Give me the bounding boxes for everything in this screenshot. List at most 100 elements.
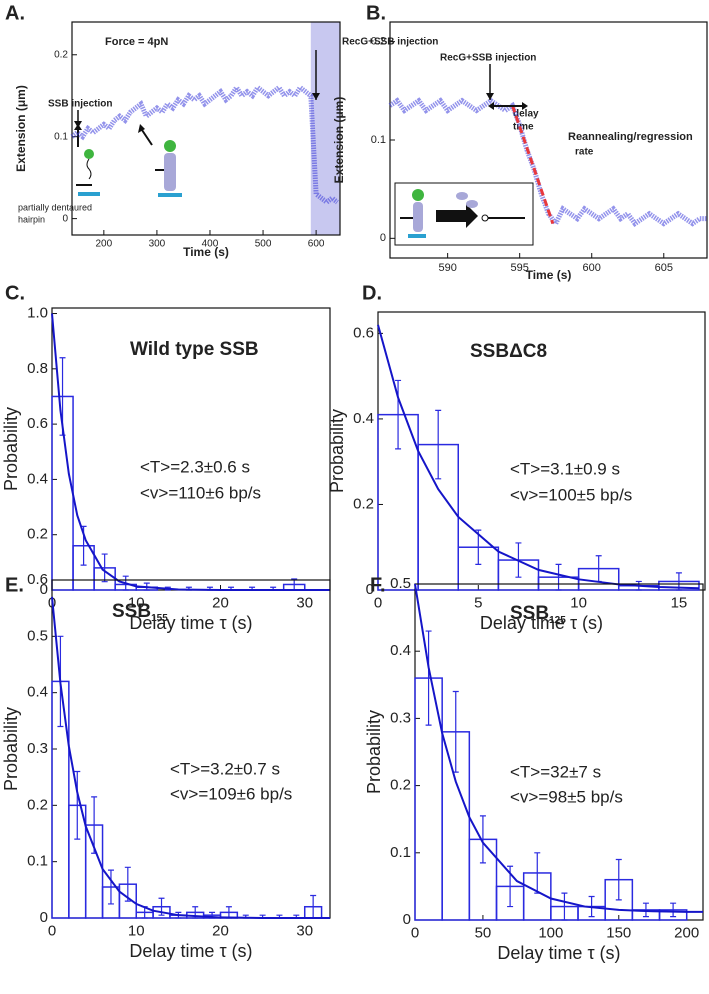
x-axis-label: Delay time τ (s) [480, 613, 603, 633]
bead [412, 189, 424, 201]
error-bar [642, 902, 649, 918]
panel-label: D. [362, 282, 382, 304]
y-axis-label: Probability [1, 407, 21, 491]
error-bar [670, 902, 677, 918]
annotation: <v>=100±5 bp/s [510, 485, 632, 504]
annotation: <v>=109±6 bp/s [170, 784, 292, 803]
panel-title: Wild type SSB [130, 339, 259, 360]
x-tick-label: 30 [296, 922, 313, 939]
fit-curve [377, 324, 700, 590]
x-tick-label: 200 [674, 924, 699, 941]
y-tick-label: 0.3 [390, 709, 411, 726]
annotation: delay [513, 109, 539, 120]
x-tick-label: 0 [374, 594, 382, 611]
annotation: hairpin [18, 214, 45, 224]
error-bar [395, 379, 402, 450]
y-tick-label: 0.1 [27, 853, 48, 870]
error-bar [615, 858, 622, 901]
y-tick-label: 0.5 [27, 627, 48, 644]
error-bar [74, 770, 81, 840]
annotation: Force = 4pN [105, 36, 168, 48]
x-tick-label: 150 [606, 924, 631, 941]
x-tick-label: 20 [212, 922, 229, 939]
bead [84, 149, 94, 159]
surface [158, 193, 182, 197]
title-subscript: 155 [151, 613, 168, 624]
y-tick-label: 0.3 [27, 740, 48, 757]
panel-label: E. [5, 574, 24, 596]
surface [408, 234, 426, 238]
y-tick-label: 0 [40, 581, 48, 598]
annotation: SSB injection [48, 99, 112, 110]
arrow-head [138, 124, 145, 133]
error-bar [555, 563, 562, 591]
y-axis-label: Probability [1, 707, 21, 791]
panel-title: SSB155 [112, 601, 168, 624]
y-tick-label: 0.2 [27, 796, 48, 813]
arrow-head [312, 93, 320, 100]
fit-curve [51, 596, 330, 919]
fit-curve [51, 313, 330, 591]
x-tick-label: 600 [583, 262, 601, 274]
annotation: <T>=32±7 s [510, 762, 601, 781]
annotation: <v>=98±5 bp/s [510, 787, 623, 806]
x-tick-label: 605 [655, 262, 673, 274]
x-axis-label: Time (s) [526, 268, 572, 282]
panel-title: SSBΔC8 [470, 341, 547, 362]
y-tick-label: 0.2 [27, 526, 48, 543]
inset-a [74, 124, 182, 197]
title-text: Wild type SSB [130, 339, 259, 360]
panel-label: B. [366, 2, 386, 24]
error-bar [479, 815, 486, 864]
annotation: RecG+SSB injection [440, 53, 536, 64]
x-tick-label: 200 [95, 239, 112, 250]
y-tick-label: 0 [366, 581, 374, 598]
y-tick-label: 0.8 [27, 360, 48, 377]
x-tick-label: 20 [212, 594, 229, 611]
fit-curve [414, 583, 703, 913]
x-tick-label: 15 [671, 594, 688, 611]
trace [70, 82, 339, 206]
x-tick-label: 10 [128, 594, 145, 611]
annotation: partially dentaured [18, 202, 92, 212]
y-tick-label: 0.1 [54, 131, 68, 142]
y-tick-label: 1.0 [27, 304, 48, 321]
panel-label: A. [5, 2, 25, 24]
arrow-head [522, 102, 528, 110]
y-axis-label: Probability [364, 710, 384, 794]
y-axis-label: Extension (μm) [14, 85, 28, 172]
y-tick-label: 0.6 [353, 324, 374, 341]
x-tick-label: 590 [438, 262, 456, 274]
error-bar [124, 866, 131, 902]
x-tick-label: 0 [411, 924, 419, 941]
y-tick-label: 0.4 [390, 642, 411, 659]
annotation: <T>=2.3±0.6 s [140, 457, 250, 476]
arrow-head [486, 93, 494, 100]
annotation: <v>=110±6 bp/s [140, 483, 261, 502]
panel-title: SSB125 [510, 603, 566, 626]
title-subscript: 125 [549, 615, 566, 626]
annotation: rate [575, 147, 594, 158]
ssb [466, 200, 478, 208]
arrow [141, 129, 153, 146]
y-tick-label: 0.2 [54, 49, 68, 60]
x-tick-label: 50 [475, 924, 492, 941]
fit-line [511, 105, 555, 225]
panel-label: F. [370, 574, 386, 596]
title-text: SSB [112, 601, 151, 622]
hairpin [481, 214, 489, 222]
y-axis-label: Extension (μm) [332, 97, 346, 184]
x-axis-label: Delay time τ (s) [129, 613, 252, 633]
plot-frame [414, 583, 704, 921]
x-axis-label: Time (s) [183, 245, 229, 259]
y-tick-label: 0 [40, 909, 48, 926]
y-tick-label: 0.4 [27, 470, 48, 487]
y-tick-label: 0.2 [390, 777, 411, 794]
bead [164, 140, 176, 152]
x-tick-label: 300 [149, 239, 166, 250]
title-text: SSB [510, 603, 549, 624]
y-tick-label: 0.6 [27, 415, 48, 432]
error-bar [107, 869, 114, 905]
x-tick-label: 10 [128, 922, 145, 939]
